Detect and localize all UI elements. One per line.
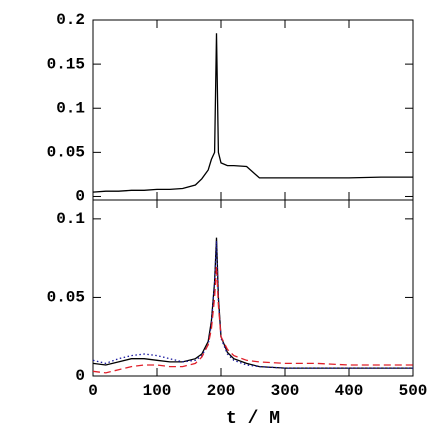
y-tick-label: 0.05 <box>47 144 85 162</box>
x-tick-label: 500 <box>399 382 428 400</box>
x-tick-label: 100 <box>143 382 172 400</box>
data-line <box>92 265 413 374</box>
x-tick-label: 0 <box>88 382 98 400</box>
x-tick-label: 400 <box>335 382 364 400</box>
y-tick-label: 0 <box>75 367 85 385</box>
y-tick-label: 0.15 <box>47 55 85 73</box>
plot-frame <box>92 199 414 377</box>
x-tick-label: 300 <box>271 382 300 400</box>
y-tick-label: 0.2 <box>56 11 85 29</box>
y-tick-label: 0.05 <box>47 289 85 307</box>
y-tick-label: 0.1 <box>56 210 85 228</box>
data-line <box>92 33 413 193</box>
data-line <box>92 237 413 369</box>
x-tick-label: 200 <box>207 382 236 400</box>
x-axis-label: t / M <box>226 409 280 429</box>
data-line <box>92 240 413 369</box>
y-tick-label: 0.1 <box>56 99 85 117</box>
y-tick-label: 0 <box>75 188 85 206</box>
